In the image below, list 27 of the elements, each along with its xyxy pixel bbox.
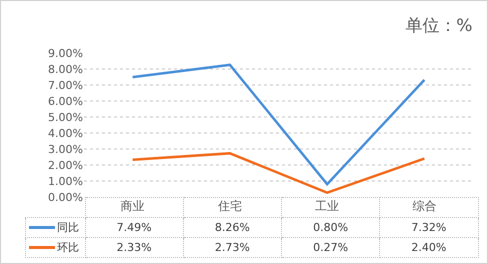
y-tick-label: 2.00%	[48, 158, 83, 172]
data-label: 0.80%	[282, 217, 380, 237]
y-tick-label: 0.00%	[48, 190, 83, 204]
y-tick-label: 5.00%	[48, 110, 83, 124]
data-label: 7.32%	[380, 217, 478, 237]
y-tick-label: 7.00%	[48, 78, 83, 92]
line-series	[131, 64, 426, 186]
chart-title: 单位：%	[405, 16, 472, 36]
x-tick-label: 工业	[315, 199, 340, 213]
data-label: 7.49%	[85, 217, 184, 237]
data-label: 8.26%	[183, 217, 282, 237]
y-tick-label: 1.00%	[48, 174, 83, 188]
data-label: 2.73%	[183, 237, 282, 257]
data-label: 0.27%	[282, 237, 380, 257]
data-label: 2.33%	[85, 237, 184, 257]
x-tick-label: 住宅	[216, 199, 242, 213]
legend-label: 环比	[57, 240, 79, 254]
data-label: 2.40%	[380, 237, 478, 257]
y-tick-label: 4.00%	[48, 126, 83, 140]
y-tick-label: 6.00%	[48, 94, 83, 108]
x-tick-label: 综合	[412, 199, 436, 213]
y-tick-label: 3.00%	[48, 142, 83, 156]
line-series	[131, 152, 426, 194]
y-tick-label: 8.00%	[48, 62, 83, 76]
x-tick-label: 商业	[120, 199, 145, 213]
legend-label: 同比	[57, 220, 79, 234]
y-tick-label: 9.00%	[48, 46, 83, 60]
